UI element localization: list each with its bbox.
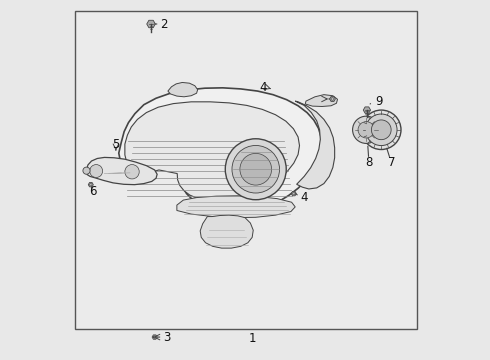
Polygon shape: [330, 96, 335, 102]
Polygon shape: [177, 196, 295, 218]
Circle shape: [232, 145, 279, 193]
Polygon shape: [87, 157, 157, 185]
Polygon shape: [363, 107, 370, 113]
Polygon shape: [200, 215, 253, 248]
Polygon shape: [125, 102, 299, 201]
Polygon shape: [295, 101, 335, 189]
Text: 3: 3: [163, 330, 171, 343]
Circle shape: [362, 110, 401, 149]
Text: 8: 8: [365, 156, 372, 168]
Circle shape: [83, 167, 90, 174]
Polygon shape: [119, 88, 322, 213]
Circle shape: [366, 114, 397, 145]
Polygon shape: [291, 192, 296, 196]
Circle shape: [240, 153, 271, 185]
Polygon shape: [147, 20, 155, 28]
Circle shape: [90, 165, 102, 177]
Polygon shape: [168, 82, 197, 97]
Text: 4: 4: [300, 191, 308, 204]
Text: 2: 2: [160, 18, 168, 31]
Text: 9: 9: [375, 95, 383, 108]
Circle shape: [125, 165, 139, 179]
Text: 6: 6: [89, 185, 97, 198]
Text: 7: 7: [388, 156, 396, 168]
Circle shape: [225, 139, 286, 200]
Text: 5: 5: [112, 138, 120, 151]
Polygon shape: [152, 335, 157, 339]
Circle shape: [353, 116, 380, 143]
Polygon shape: [305, 95, 338, 107]
Text: 4: 4: [259, 81, 267, 94]
Bar: [74, 12, 417, 329]
Circle shape: [358, 122, 374, 138]
Polygon shape: [88, 183, 93, 187]
Text: 1: 1: [248, 332, 256, 345]
Circle shape: [371, 120, 391, 140]
